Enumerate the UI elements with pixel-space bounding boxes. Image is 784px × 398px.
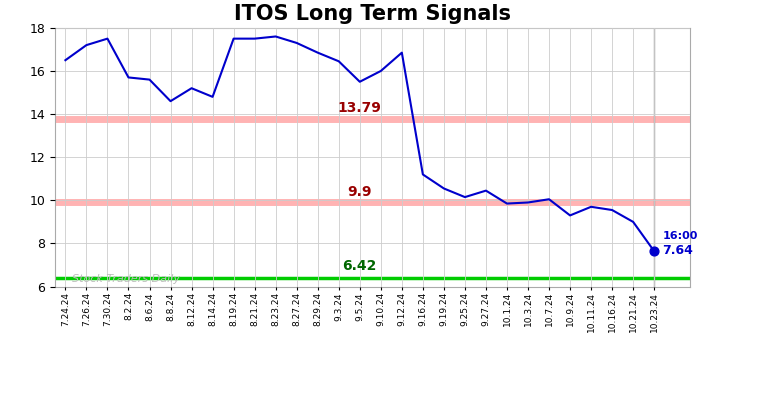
Text: Stock Traders Daily: Stock Traders Daily xyxy=(71,274,180,284)
Text: 6.42: 6.42 xyxy=(343,259,377,273)
Text: 16:00: 16:00 xyxy=(662,231,698,241)
Text: 7.64: 7.64 xyxy=(662,244,694,258)
Text: 13.79: 13.79 xyxy=(338,101,382,115)
Point xyxy=(648,248,660,254)
Title: ITOS Long Term Signals: ITOS Long Term Signals xyxy=(234,4,511,23)
Text: 9.9: 9.9 xyxy=(347,185,372,199)
